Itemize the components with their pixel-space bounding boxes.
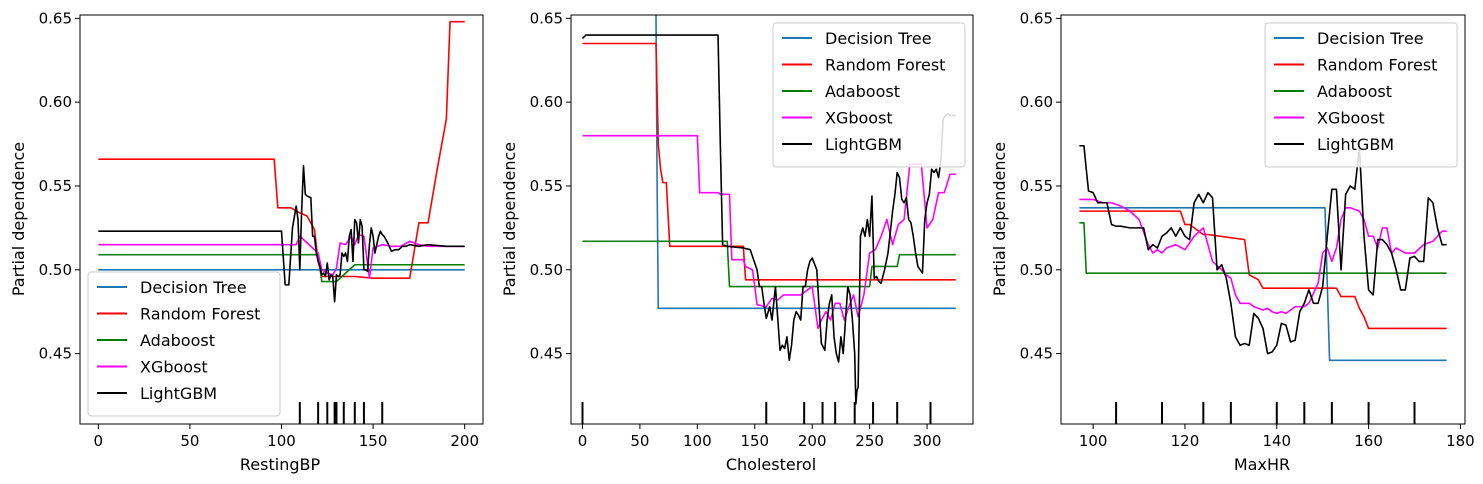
y-tick-label: 0.55: [39, 177, 72, 195]
subplot-maxhr: MaxHR Partial dependence 100 120 140 160 180…: [990, 9, 1475, 474]
legend-label: LightGBM: [140, 384, 217, 403]
y-tick-label: 0.55: [530, 177, 563, 195]
xlabel: MaxHR: [1234, 455, 1290, 474]
series-line-random-forest: [1079, 210, 1447, 330]
x-tick-label: 300: [913, 432, 942, 450]
legend-label: LightGBM: [825, 135, 902, 154]
ylabel: Partial dependence: [990, 142, 1009, 296]
x-tick-label: 50: [180, 432, 199, 450]
legend-label: Decision Tree: [1317, 29, 1424, 48]
series-line-adaboost: [582, 240, 956, 288]
series-line-random-forest: [582, 42, 956, 281]
x-tick-label: 150: [740, 432, 769, 450]
y-tick-label: 0.60: [1020, 93, 1053, 111]
series-line-decision-tree: [1079, 206, 1447, 362]
x-tick-label: 180: [1446, 432, 1475, 450]
legend-label: Adaboost: [825, 82, 900, 101]
y-tick-label: 0.60: [39, 93, 72, 111]
x-tick-label: 140: [1262, 432, 1291, 450]
legend-box: [1264, 22, 1458, 168]
x-tick-label: 100: [1079, 432, 1108, 450]
subplot-restingbp: RestingBP Partial dependence 0 50 100 150 20…: [9, 9, 484, 474]
x-tick-label: 150: [359, 432, 388, 450]
legend: Decision Tree Random Forest Adaboost XGboos…: [1264, 22, 1458, 168]
legend-label: XGboost: [140, 358, 208, 377]
series-line-xgboost: [1079, 198, 1447, 315]
legend-label: LightGBM: [1317, 135, 1394, 154]
legend-label: Adaboost: [1317, 82, 1392, 101]
x-tick-label: 250: [855, 432, 884, 450]
series-line-adaboost: [98, 253, 465, 283]
legend-label: Adaboost: [140, 331, 215, 350]
x-tick-label: 120: [1171, 432, 1200, 450]
y-tick-label: 0.65: [1020, 9, 1053, 27]
legend-label: Random Forest: [1317, 56, 1437, 75]
ylabel: Partial dependence: [9, 142, 28, 296]
legend-label: Decision Tree: [140, 278, 247, 297]
series-line-lightgbm: [1079, 144, 1447, 355]
legend-box: [772, 22, 966, 168]
x-tick-label: 100: [267, 432, 296, 450]
legend-label: XGboost: [825, 109, 893, 128]
legend-label: Decision Tree: [825, 29, 932, 48]
series-line-lightgbm: [98, 165, 465, 303]
plot-frame: [1060, 14, 1466, 425]
ylabel: Partial dependence: [500, 142, 519, 296]
y-tick-label: 0.55: [1020, 177, 1053, 195]
x-tick-label: 200: [450, 432, 479, 450]
series-line-lightgbm: [581, 34, 956, 405]
y-tick-label: 0.45: [1020, 345, 1053, 363]
x-tick-label: 100: [683, 432, 712, 450]
y-tick-label: 0.50: [1020, 261, 1053, 279]
legend-box: [87, 271, 281, 417]
x-tick-label: 200: [798, 432, 827, 450]
xlabel: Cholesterol: [726, 455, 816, 474]
y-tick-label: 0.50: [530, 261, 563, 279]
y-tick-label: 0.45: [530, 345, 563, 363]
series-line-adaboost: [1079, 222, 1447, 274]
y-tick-label: 0.65: [39, 9, 72, 27]
x-tick-label: 50: [630, 432, 649, 450]
y-tick-label: 0.65: [530, 9, 563, 27]
legend: Decision Tree Random Forest Adaboost XGboos…: [772, 22, 966, 168]
y-tick-label: 0.60: [530, 93, 563, 111]
subplot-cholesterol: Cholesterol Partial dependence 0 50 100 150…: [500, 9, 974, 474]
legend: Decision Tree Random Forest Adaboost XGboos…: [87, 271, 281, 417]
legend-label: Random Forest: [140, 305, 260, 324]
x-tick-label: 0: [578, 432, 588, 450]
y-tick-label: 0.50: [39, 261, 72, 279]
x-tick-label: 0: [94, 432, 104, 450]
y-tick-label: 0.45: [39, 345, 72, 363]
legend-label: XGboost: [1317, 109, 1385, 128]
legend-label: Random Forest: [825, 56, 945, 75]
plot-frame: [570, 14, 974, 425]
x-tick-label: 160: [1354, 432, 1383, 450]
xlabel: RestingBP: [240, 455, 321, 474]
